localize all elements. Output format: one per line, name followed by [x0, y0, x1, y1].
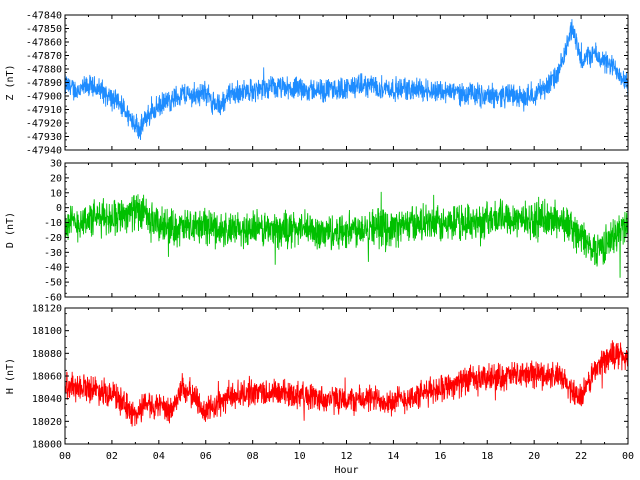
d-y-tick-label: 0: [56, 203, 62, 214]
h-y-tick-label: 18080: [32, 349, 62, 360]
x-tick-label: 00: [622, 451, 634, 462]
z-y-axis-label: Z (nT): [5, 64, 16, 100]
h-y-tick-label: 18060: [32, 372, 62, 383]
z-y-tick-label: -47930: [26, 132, 62, 143]
x-tick-label: 04: [153, 451, 165, 462]
z-y-tick-label: -47940: [26, 146, 62, 157]
x-axis-label: Hour: [334, 465, 358, 476]
panel-h: 18120 18100 18080 18060 18040 18020 18000 H (nT…: [5, 304, 629, 451]
d-y-tick-label: -30: [44, 248, 62, 259]
x-tick-label: 14: [387, 451, 399, 462]
panel-z: -47840 -47850 -47860 -47870 -47880 -47890 -479…: [5, 11, 629, 157]
d-y-tick-label: -60: [44, 293, 62, 304]
h-y-tick-label: 18100: [32, 326, 62, 337]
x-tick-label: 10: [294, 451, 306, 462]
x-tick-label: 08: [247, 451, 259, 462]
z-y-tick-label: -47880: [26, 65, 62, 76]
x-tick-label: 00: [59, 451, 71, 462]
d-y-tick-label: 30: [50, 159, 62, 170]
z-y-tick-label: -47910: [26, 105, 62, 116]
x-tick-label: 12: [340, 451, 352, 462]
h-y-tick-label: 18020: [32, 417, 62, 428]
h-y-tick-label: 18120: [32, 304, 62, 315]
d-y-tick-label: -20: [44, 233, 62, 244]
z-y-tick-label: -47920: [26, 119, 62, 130]
x-tick-label: 20: [528, 451, 540, 462]
d-y-axis-label: D (nT): [5, 212, 16, 248]
x-tick-label: 16: [434, 451, 446, 462]
z-y-tick-label: -47860: [26, 38, 62, 49]
d-y-tick-label: 20: [50, 173, 62, 184]
x-tick-label: 22: [575, 451, 587, 462]
d-y-tick-label: -40: [44, 263, 62, 274]
x-tick-label: 06: [200, 451, 212, 462]
h-y-axis-label: H (nT): [5, 358, 16, 394]
d-series-line: [65, 191, 628, 278]
x-tick-label: 18: [481, 451, 493, 462]
z-y-tick-label: -47890: [26, 78, 62, 89]
h-y-tick-label: 18040: [32, 394, 62, 405]
z-y-tick-label: -47900: [26, 92, 62, 103]
z-y-tick-label: -47850: [26, 24, 62, 35]
d-y-tick-label: 10: [50, 188, 62, 199]
x-tick-label: 02: [106, 451, 118, 462]
h-y-tick-label: 18000: [32, 440, 62, 451]
panel-d: 30 20 10 0 -10 -20 -30 -40 -50 -60 D (nT): [5, 159, 629, 304]
z-y-tick-label: -47840: [26, 11, 62, 22]
d-y-tick-label: -50: [44, 278, 62, 289]
z-series-line: [65, 19, 628, 140]
z-y-tick-label: -47870: [26, 51, 62, 62]
h-series-line: [65, 340, 628, 427]
d-y-tick-label: -10: [44, 218, 62, 229]
